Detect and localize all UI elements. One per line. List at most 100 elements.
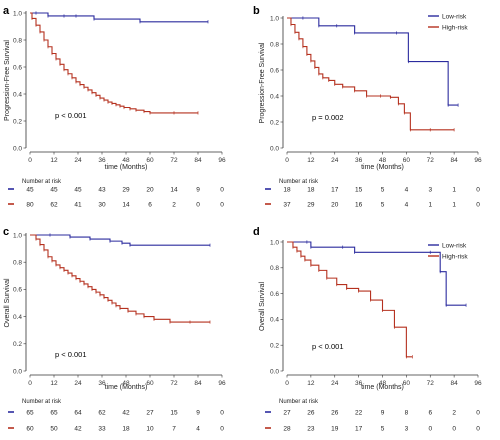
x-tick-label: 36 bbox=[355, 380, 363, 387]
x-tick-label: 60 bbox=[146, 157, 154, 164]
panel-letter: c bbox=[3, 226, 9, 238]
x-tick-label: 96 bbox=[218, 157, 226, 164]
y-tick-label: 1.0 bbox=[270, 15, 279, 22]
risk-count: 28 bbox=[283, 425, 291, 432]
risk-count: 0 bbox=[476, 186, 480, 193]
risk-count: 2 bbox=[172, 201, 176, 208]
risk-count: 0 bbox=[196, 201, 200, 208]
risk-count: 42 bbox=[122, 409, 130, 416]
risk-count: 37 bbox=[283, 201, 291, 208]
panel-d: d0.00.20.40.60.81.00 12 24 36 48 60 72 84 96Over… bbox=[253, 226, 482, 432]
risk-table: Number at risk 27 26 26 22 9 8 6 2 0 28 23 19 17 5 3 0 0 0 bbox=[265, 399, 480, 432]
survival-curve-low bbox=[287, 17, 459, 106]
x-tick-label: 60 bbox=[403, 380, 411, 387]
risk-count: 4 bbox=[196, 425, 200, 432]
risk-count: 5 bbox=[381, 201, 385, 208]
x-tick-label: 48 bbox=[122, 157, 130, 164]
x-axis-title: time (Months) bbox=[361, 164, 404, 171]
y-tick-label: 0.6 bbox=[13, 287, 22, 294]
risk-count: 60 bbox=[26, 425, 34, 432]
risk-count: 4 bbox=[405, 201, 409, 208]
x-tick-label: 72 bbox=[170, 157, 178, 164]
x-tick-label: 0 bbox=[285, 380, 289, 387]
y-tick-label: 0.6 bbox=[270, 291, 279, 298]
panel-c: c 0.0 0.2 0.4 0.6 0.8 1.0 0 12 24 36 48 60 72 84 96 Over… bbox=[3, 226, 226, 432]
x-tick-label: 0 bbox=[28, 380, 32, 387]
risk-count: 20 bbox=[331, 201, 339, 208]
y-tick-label: 0.6 bbox=[270, 67, 279, 74]
risk-count: 0 bbox=[452, 425, 456, 432]
survival-curve-high bbox=[30, 12, 198, 114]
risk-count: 6 bbox=[148, 201, 152, 208]
risk-count: 29 bbox=[307, 201, 315, 208]
x-tick-label: 96 bbox=[474, 157, 482, 164]
x-tick-label: 84 bbox=[194, 157, 202, 164]
x-tick-label: 72 bbox=[427, 380, 435, 387]
risk-count: 2 bbox=[452, 409, 456, 416]
risk-count: 0 bbox=[220, 186, 224, 193]
x-tick-label: 96 bbox=[474, 380, 482, 387]
risk-count: 80 bbox=[26, 201, 34, 208]
risk-count: 0 bbox=[476, 201, 480, 208]
p-value: p < 0.001 bbox=[55, 111, 87, 120]
x-tick-label: 36 bbox=[98, 157, 106, 164]
risk-count: 5 bbox=[381, 425, 385, 432]
risk-count: 0 bbox=[220, 201, 224, 208]
x-tick-label: 60 bbox=[403, 157, 411, 164]
risk-count: 18 bbox=[283, 186, 291, 193]
risk-count: 10 bbox=[146, 425, 154, 432]
x-tick-label: 24 bbox=[74, 157, 82, 164]
x-tick-label: 48 bbox=[122, 380, 130, 387]
x-tick-label: 48 bbox=[379, 380, 387, 387]
risk-count: 9 bbox=[196, 186, 200, 193]
x-tick-label: 36 bbox=[98, 380, 106, 387]
risk-count: 15 bbox=[170, 409, 178, 416]
risk-count: 27 bbox=[283, 409, 291, 416]
y-tick-label: 1.0 bbox=[13, 232, 22, 239]
risk-count: 3 bbox=[405, 425, 409, 432]
risk-table-title: Number at risk bbox=[22, 399, 62, 405]
x-tick-label: 96 bbox=[218, 380, 226, 387]
risk-count: 45 bbox=[50, 186, 58, 193]
x-tick-label: 72 bbox=[427, 157, 435, 164]
x-tick-label: 24 bbox=[74, 380, 82, 387]
survival-curve-low bbox=[287, 241, 467, 306]
y-tick-label: 0.6 bbox=[13, 64, 22, 71]
risk-count: 20 bbox=[146, 186, 154, 193]
y-tick-label: 0.8 bbox=[13, 260, 22, 267]
legend-label-high: High-risk bbox=[442, 24, 468, 31]
risk-count: 18 bbox=[122, 425, 130, 432]
risk-count: 14 bbox=[170, 186, 178, 193]
risk-count: 43 bbox=[98, 186, 106, 193]
risk-count: 26 bbox=[307, 409, 315, 416]
panel-letter: b bbox=[253, 5, 260, 17]
risk-count: 26 bbox=[331, 409, 339, 416]
risk-count: 18 bbox=[307, 186, 315, 193]
legend-label-low: Low-risk bbox=[442, 242, 467, 249]
risk-count: 16 bbox=[355, 201, 363, 208]
risk-table: Number at risk 65 65 64 62 42 27 15 9 0 60 50 42 33 18… bbox=[8, 399, 224, 432]
y-axis-title: Progression-Free Survival bbox=[4, 40, 11, 121]
risk-count: 17 bbox=[331, 186, 339, 193]
y-tick-label: 0.2 bbox=[13, 118, 22, 125]
x-tick-label: 12 bbox=[50, 380, 58, 387]
panel-letter: d bbox=[253, 226, 260, 238]
risk-table-title: Number at risk bbox=[22, 179, 62, 185]
risk-count: 4 bbox=[405, 186, 409, 193]
risk-count: 0 bbox=[428, 425, 432, 432]
y-tick-label: 1.0 bbox=[13, 10, 22, 17]
risk-count: 6 bbox=[428, 409, 432, 416]
y-tick-label: 0.4 bbox=[13, 314, 22, 321]
x-tick-label: 12 bbox=[50, 157, 58, 164]
x-tick-label: 0 bbox=[285, 157, 289, 164]
risk-count: 45 bbox=[74, 186, 82, 193]
x-tick-label: 24 bbox=[331, 380, 339, 387]
risk-count: 17 bbox=[355, 425, 363, 432]
risk-count: 0 bbox=[220, 409, 224, 416]
survival-curve-high bbox=[287, 241, 413, 358]
risk-count: 5 bbox=[381, 186, 385, 193]
risk-count: 8 bbox=[405, 409, 409, 416]
legend-label-high: High-risk bbox=[442, 253, 468, 260]
